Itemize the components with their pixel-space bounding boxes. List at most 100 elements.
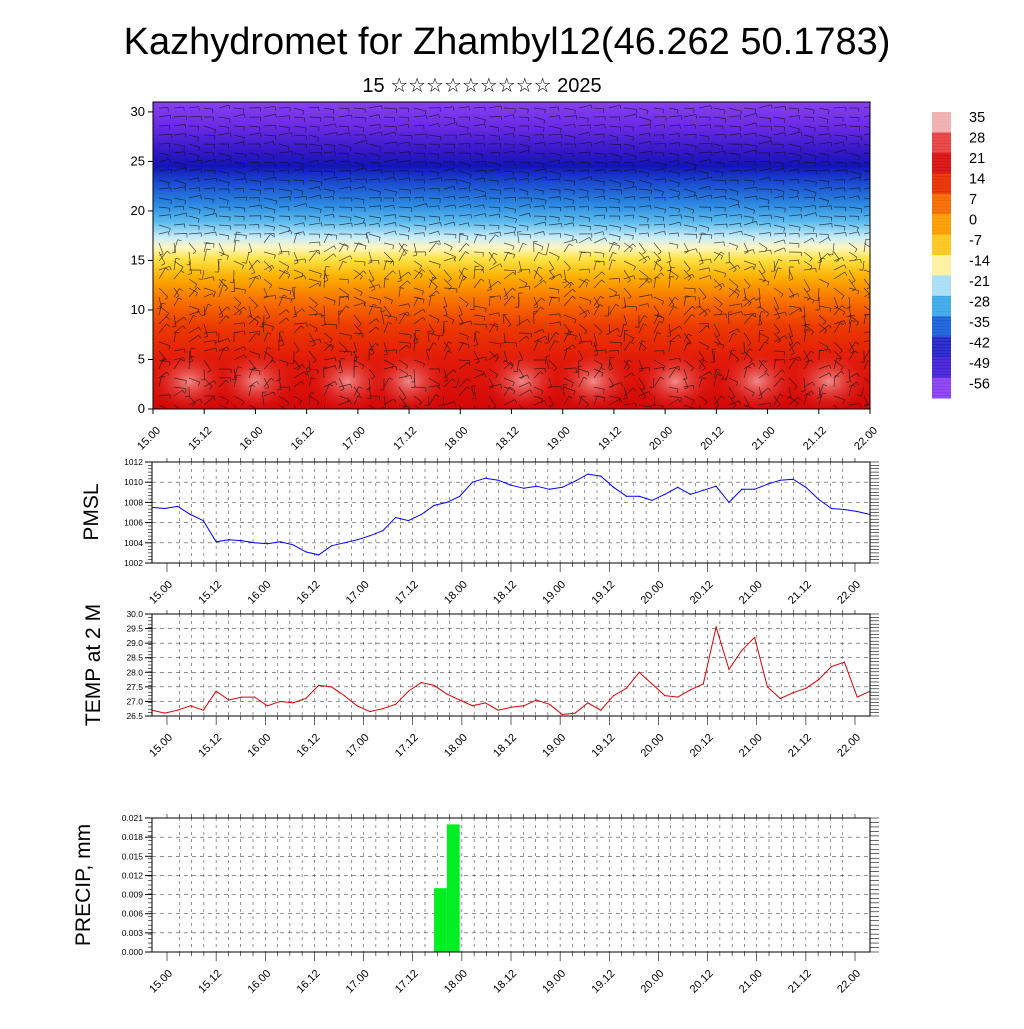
data-point <box>857 511 858 512</box>
wind-barb-flag <box>873 147 874 151</box>
data-point <box>857 696 858 697</box>
data-point <box>382 530 383 531</box>
colorbar-label: 14 <box>969 172 985 188</box>
wind-barb-flag <box>753 409 754 413</box>
y-tick-label: 28.0 <box>126 667 143 677</box>
wind-barb-flag <box>875 114 876 118</box>
wind-barb-flag <box>711 218 712 222</box>
data-point <box>177 710 178 711</box>
wind-barb-flag <box>875 178 876 182</box>
x-tick-label: 15.00 <box>135 425 163 453</box>
y-axis-label: PRECIP, mm <box>72 824 95 946</box>
x-tick-label: 17.12 <box>393 732 421 760</box>
colorbar-label: 28 <box>969 131 985 147</box>
y-tick-label: 0.021 <box>122 813 144 823</box>
data-point <box>498 710 499 711</box>
y-tick-label: 0 <box>138 401 145 416</box>
data-point <box>164 712 165 713</box>
wind-barb-flag <box>870 349 874 351</box>
precip-panel: 0.0210.0180.0150.0120.0090.0060.0030.000… <box>72 813 879 996</box>
wind-barb-flag <box>257 410 259 414</box>
wind-barb-flag <box>377 412 379 415</box>
x-tick-label: 15.12 <box>186 425 214 453</box>
x-tick-label: 16.12 <box>295 732 323 760</box>
data-point <box>228 699 229 700</box>
data-point <box>575 712 576 713</box>
data-point <box>459 699 460 700</box>
x-tick-label: 21.00 <box>737 732 765 760</box>
data-point <box>344 695 345 696</box>
data-point <box>587 702 588 703</box>
data-point <box>305 698 306 699</box>
x-tick-label: 15.00 <box>147 968 175 996</box>
x-tick-label: 18.12 <box>494 425 522 453</box>
data-point <box>651 683 652 684</box>
data-point <box>472 705 473 706</box>
y-tick-label: 0.018 <box>122 832 144 842</box>
x-tick-label: 22.00 <box>835 968 863 996</box>
colorbar-label: 21 <box>969 151 985 167</box>
data-point <box>587 474 588 475</box>
data-point <box>357 705 358 706</box>
x-tick-label: 18.12 <box>491 732 519 760</box>
wind-barb-flag <box>874 214 875 218</box>
data-point <box>792 479 793 480</box>
data-point <box>408 691 409 692</box>
wind-barb-flag <box>873 164 874 168</box>
x-tick-label: 21.00 <box>737 579 765 607</box>
x-tick-label: 15.12 <box>196 579 224 607</box>
data-point <box>433 505 434 506</box>
colorbar-label: -49 <box>969 356 990 372</box>
data-point <box>216 691 217 692</box>
data-point <box>613 695 614 696</box>
x-tick-label: 21.12 <box>786 732 814 760</box>
warm-surface-spot <box>217 351 293 411</box>
x-tick-label: 16.12 <box>295 968 323 996</box>
x-tick-label: 21.12 <box>801 425 829 453</box>
x-tick-label: 21.12 <box>786 968 814 996</box>
colorbar-label: 35 <box>969 110 985 126</box>
wind-barb-flag <box>876 105 877 109</box>
data-point <box>728 502 729 503</box>
data-point <box>177 506 178 507</box>
x-tick-label: 20.00 <box>639 579 667 607</box>
data-point <box>280 541 281 542</box>
x-tick-label: 21.00 <box>737 968 765 996</box>
x-tick-label: 17.00 <box>344 968 372 996</box>
colorbar-label: 0 <box>969 213 977 229</box>
data-point <box>677 487 678 488</box>
y-tick-label: 30.0 <box>126 609 143 619</box>
data-point <box>536 486 537 487</box>
wind-barb-flag <box>551 414 554 416</box>
data-point <box>190 514 191 515</box>
y-tick-label: 0.015 <box>122 851 144 861</box>
data-point <box>831 508 832 509</box>
x-tick-label: 21.12 <box>786 579 814 607</box>
data-point <box>844 509 845 510</box>
data-point <box>164 508 165 509</box>
data-point <box>536 699 537 700</box>
colorbar-label: -35 <box>969 315 990 331</box>
y-axis-label: TEMP at 2 M <box>82 604 105 726</box>
wind-barb-flag <box>876 338 877 342</box>
data-point <box>446 694 447 695</box>
chart-subtitle: 15 ☆☆☆☆☆☆☆☆☆ 2025 <box>362 75 601 97</box>
x-tick-label: 17.00 <box>340 425 368 453</box>
warm-surface-spot <box>719 351 795 411</box>
data-point <box>562 487 563 488</box>
y-tick-label: 0.012 <box>122 870 144 880</box>
y-tick-label: 10 <box>131 302 145 317</box>
x-tick-label: 18.00 <box>442 732 470 760</box>
x-tick-label: 22.00 <box>852 425 880 453</box>
wind-barb-flag <box>846 125 847 129</box>
wind-barb-flag <box>871 249 873 252</box>
y-tick-label: 0.003 <box>122 928 144 938</box>
precip-bar <box>434 888 447 952</box>
y-tick-label: 1006 <box>124 518 143 528</box>
data-point <box>626 688 627 689</box>
wind-barb-flag <box>474 416 478 417</box>
y-tick-label: 25 <box>131 153 145 168</box>
colorbar-swatch <box>932 357 951 378</box>
y-tick-label: 1010 <box>124 477 143 487</box>
